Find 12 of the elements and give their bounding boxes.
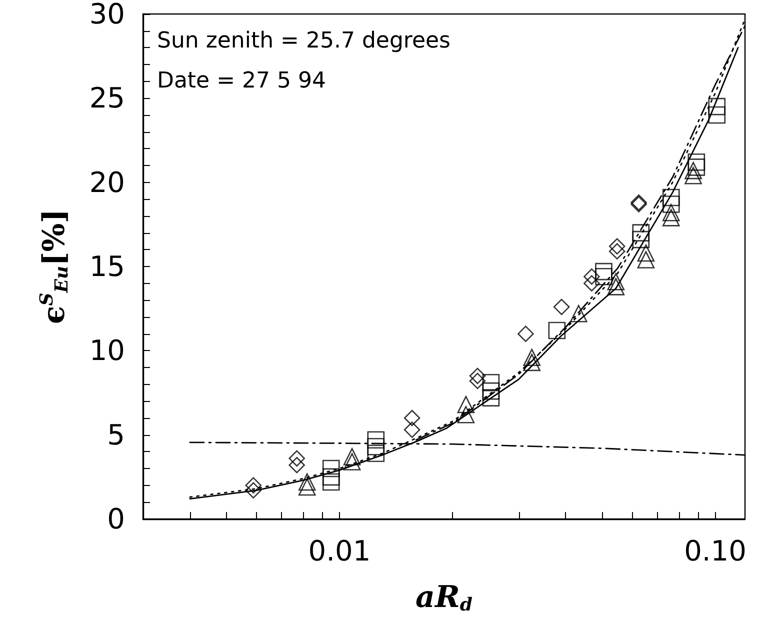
y-tick-label: 15	[89, 250, 125, 283]
annotation: Sun zenith = 25.7 degrees	[157, 28, 451, 54]
annotation: Date = 27 5 94	[157, 68, 326, 94]
y-axis-title: ϵSEu[%]	[36, 209, 72, 324]
y-tick-label: 20	[89, 166, 125, 199]
x-tick-label: 0.10	[684, 534, 746, 568]
y-tick-label: 10	[89, 334, 125, 368]
x-tick-label: 0.01	[308, 534, 371, 568]
y-tick-label: 30	[89, 0, 125, 30]
y-tick-label: 5	[107, 418, 125, 452]
y-tick-label: 0	[107, 502, 125, 536]
y-tick-label: 25	[89, 82, 125, 115]
